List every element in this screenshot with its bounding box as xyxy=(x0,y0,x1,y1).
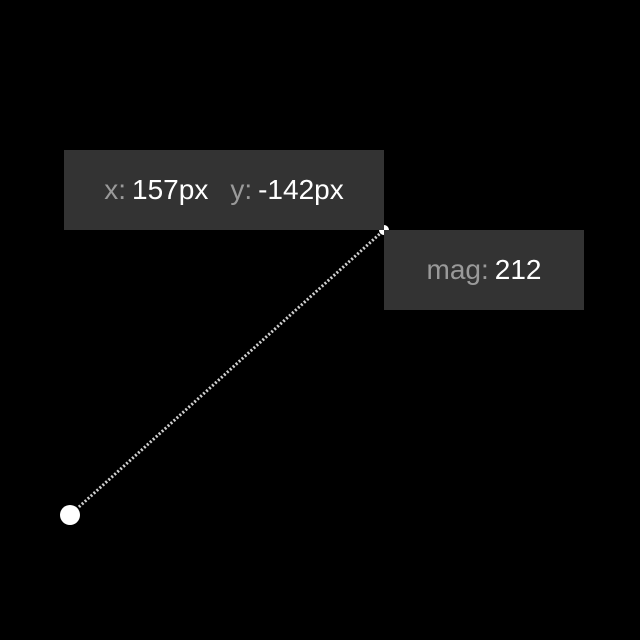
xy-readout-panel: x: 157px y: -142px xyxy=(64,150,384,230)
drag-vector-line xyxy=(68,228,386,517)
x-label: x: xyxy=(104,174,127,205)
mag-value: 212 xyxy=(494,254,542,285)
x-value: 157px xyxy=(132,174,209,205)
magnitude-readout-panel: mag: 212 xyxy=(384,230,584,310)
y-value: -142px xyxy=(258,174,344,205)
mag-label: mag: xyxy=(426,254,489,285)
drag-start-handle[interactable] xyxy=(60,505,80,525)
y-label: y: xyxy=(230,174,253,205)
